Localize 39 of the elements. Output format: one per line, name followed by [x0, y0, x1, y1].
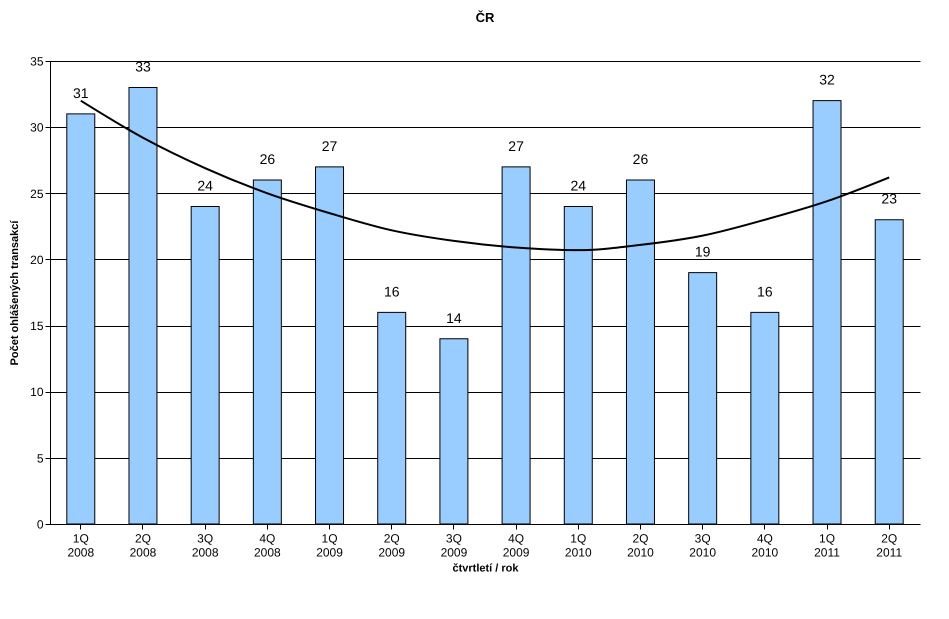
y-tick-label: 5	[36, 451, 44, 466]
x-tick-label: 4Q 2009	[502, 532, 530, 560]
y-tick-label: 15	[30, 319, 44, 334]
x-tick-label: 1Q 2009	[316, 532, 344, 560]
data-label: 32	[819, 72, 836, 88]
data-label: 16	[384, 283, 400, 300]
x-tick-label: 2Q 2008	[130, 532, 157, 560]
x-tick-label: 2Q 2009	[378, 532, 406, 560]
x-tick-label: 3Q 2010	[689, 532, 716, 560]
y-tick-label: 30	[30, 120, 44, 135]
x-tick-label: 1Q 2011	[814, 532, 840, 560]
x-axis-title: čtvrtletí / rok	[452, 562, 520, 574]
x-tick-label: 4Q 2010	[751, 532, 779, 560]
data-label: 26	[260, 151, 276, 168]
y-tick-label: 20	[30, 252, 44, 267]
chart-title: ČR	[476, 10, 495, 25]
x-tick-label: 2Q 2010	[627, 532, 654, 560]
data-label: 26	[632, 151, 648, 168]
x-tick-label: 4Q 2008	[254, 532, 282, 560]
data-label: 24	[197, 178, 214, 194]
data-label: 27	[322, 138, 338, 154]
data-label: 24	[570, 178, 586, 194]
x-tick-label: 3Q 2008	[192, 532, 219, 560]
data-label: 27	[508, 138, 524, 154]
y-tick-label: 25	[30, 186, 44, 201]
x-tick-label: 3Q 2009	[440, 532, 468, 560]
x-tick-label: 2Q 2011	[876, 532, 902, 560]
y-tick-label: 35	[30, 54, 44, 68]
x-tick-label: 1Q 2008	[67, 532, 94, 560]
y-tick-label: 0	[36, 518, 44, 532]
data-label: 19	[694, 244, 711, 260]
x-tick-label: 1Q 2010	[564, 532, 592, 560]
data-label: 23	[881, 190, 898, 207]
data-label: 16	[757, 283, 773, 300]
data-label: 31	[72, 84, 89, 101]
data-label: 14	[446, 310, 462, 326]
y-tick-label: 10	[30, 385, 44, 400]
y-axis-title: Počet ohlášených transakcí	[9, 220, 22, 366]
data-label: 33	[135, 58, 151, 74]
